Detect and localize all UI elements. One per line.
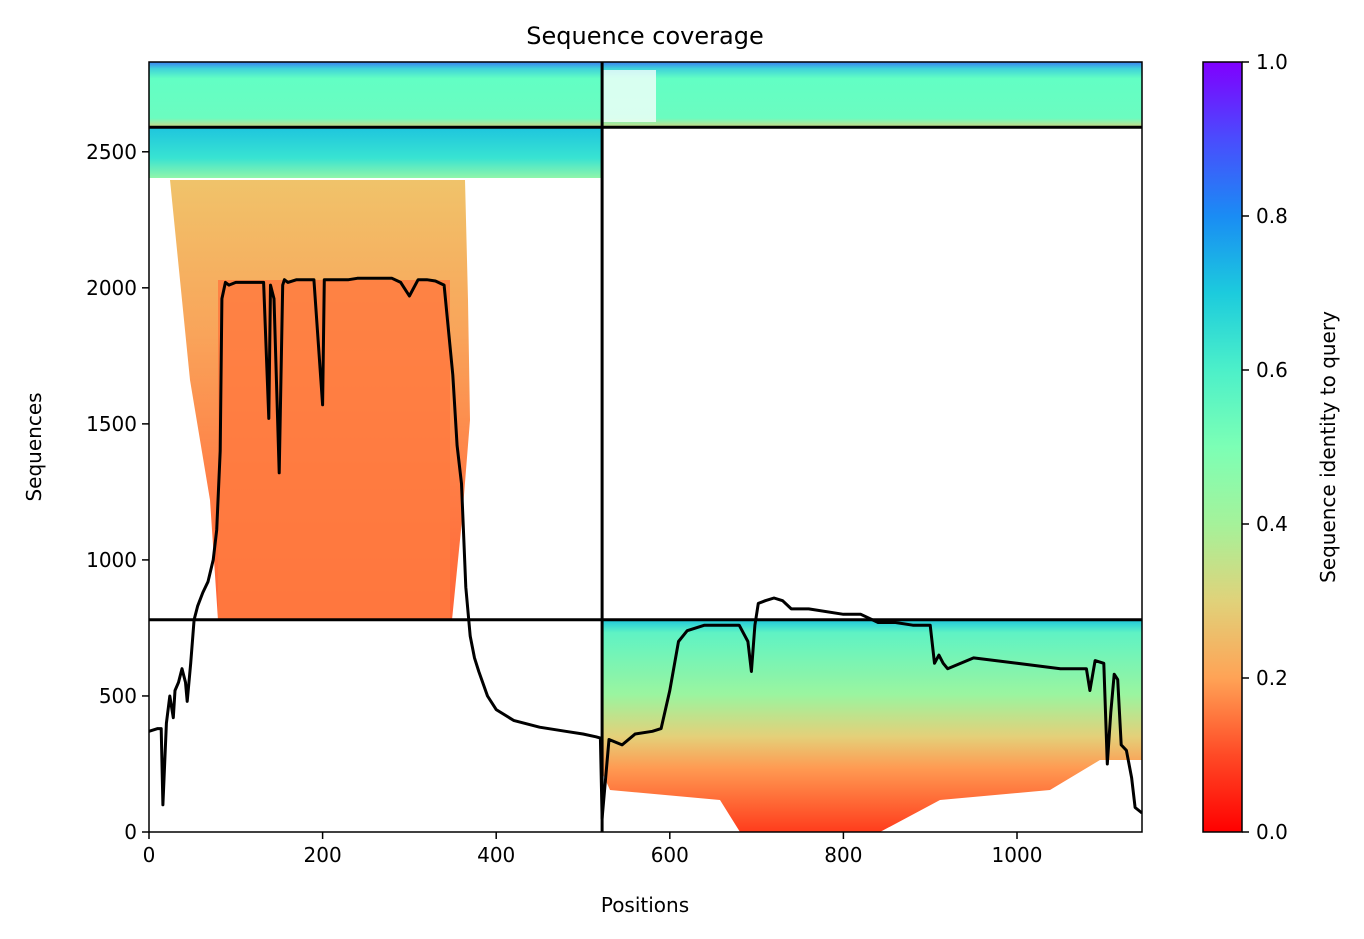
x-tick-label: 1000 — [992, 843, 1043, 867]
y-tick-label: 1000 — [86, 548, 137, 572]
block-top-right-gap — [601, 70, 656, 122]
x-tick-label: 200 — [304, 843, 342, 867]
colorbar-tick-label: 1.0 — [1256, 50, 1288, 74]
coverage-line — [149, 276, 1142, 820]
chart-title: Sequence coverage — [526, 22, 763, 50]
x-tick-label: 600 — [651, 843, 689, 867]
y-tick-label: 0 — [124, 820, 137, 844]
x-tick-label: 800 — [824, 843, 862, 867]
block-top-right — [601, 62, 1142, 128]
y-tick-label: 1500 — [86, 412, 137, 436]
coverage-heatmap — [149, 62, 1142, 832]
block-right-bottom — [601, 620, 1142, 832]
y-tick-label: 2500 — [86, 140, 137, 164]
y-tick-label: 2000 — [86, 276, 137, 300]
block-left-core — [218, 280, 450, 620]
x-axis: 0 200 400 600 800 1000 — [143, 832, 1043, 867]
colorbar-tick-label: 0.6 — [1256, 358, 1288, 382]
colorbar-tick-label: 0.2 — [1256, 666, 1288, 690]
y-tick-label: 500 — [99, 684, 137, 708]
block-dividers — [149, 62, 1142, 832]
colorbar-tick-label: 0.4 — [1256, 512, 1288, 536]
block-top-left — [149, 62, 601, 128]
colorbar-tick-label: 0.8 — [1256, 204, 1288, 228]
colorbar-axis: 0.0 0.2 0.4 0.6 0.8 1.0 — [1242, 50, 1288, 844]
x-tick-label: 0 — [143, 843, 156, 867]
colorbar-tick-label: 0.0 — [1256, 820, 1288, 844]
y-axis: 0 500 1000 1500 2000 2500 — [86, 140, 149, 844]
colorbar — [1202, 61, 1243, 833]
y-axis-label: Sequences — [22, 392, 46, 501]
x-axis-label: Positions — [601, 893, 689, 917]
plot-frame — [148, 61, 1143, 833]
block-left-head — [149, 128, 601, 178]
colorbar-label: Sequence identity to query — [1316, 311, 1340, 583]
x-tick-label: 400 — [477, 843, 515, 867]
